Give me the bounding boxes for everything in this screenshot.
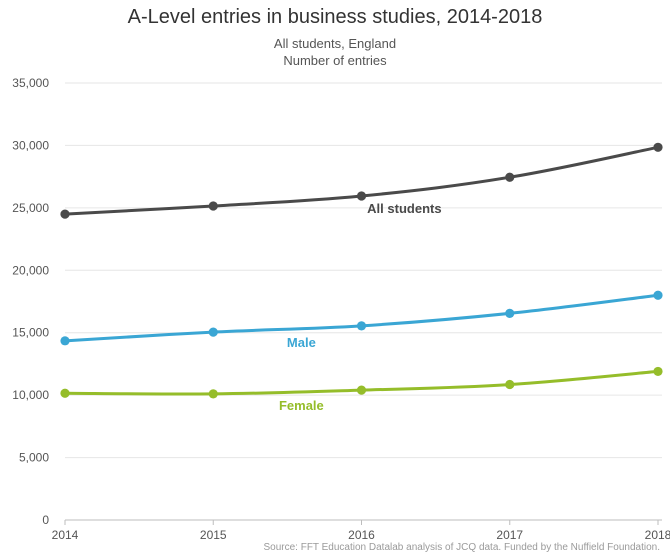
series-label-all-students: All students — [367, 201, 441, 216]
data-point-male — [505, 308, 515, 318]
y-tick-label: 30,000 — [12, 138, 49, 152]
series-label-female: Female — [279, 398, 324, 413]
data-point-all-students — [356, 191, 367, 201]
x-tick-label: 2014 — [52, 528, 79, 542]
data-point-all-students — [208, 201, 218, 211]
chart-subtitle-line-2: Number of entries — [283, 53, 387, 68]
chart-title: A-Level entries in business studies, 201… — [127, 6, 543, 28]
data-point-male — [356, 321, 367, 331]
y-tick-label: 15,000 — [12, 326, 49, 340]
y-tick-label: 35,000 — [12, 76, 49, 90]
data-point-male — [653, 290, 663, 300]
series-line-male — [63, 293, 660, 343]
x-tick-label: 2015 — [200, 528, 227, 542]
data-point-female — [505, 379, 515, 390]
source-note: Source: FFT Education Datalab analysis o… — [263, 542, 660, 553]
chart-subtitle-line-1: All students, England — [273, 36, 397, 51]
data-point-female — [208, 389, 218, 399]
series-label-male: Male — [287, 335, 316, 350]
data-point-female — [60, 388, 70, 398]
x-tick-label: 2016 — [348, 528, 375, 542]
x-tick-label: 2018 — [645, 528, 670, 542]
y-tick-label: 10,000 — [12, 388, 49, 402]
data-point-male — [208, 327, 218, 337]
y-tick-label: 20,000 — [12, 263, 49, 277]
y-tick-label: 0 — [42, 513, 49, 527]
series-line-all-students — [63, 145, 660, 216]
data-point-male — [60, 336, 70, 346]
data-point-female — [653, 366, 663, 377]
x-tick-label: 2017 — [496, 528, 523, 542]
data-point-all-students — [60, 209, 70, 219]
y-tick-label: 5,000 — [19, 451, 49, 465]
y-tick-label: 25,000 — [12, 201, 49, 215]
data-point-female — [356, 385, 367, 395]
data-point-all-students — [653, 142, 663, 152]
data-point-all-students — [505, 172, 515, 182]
